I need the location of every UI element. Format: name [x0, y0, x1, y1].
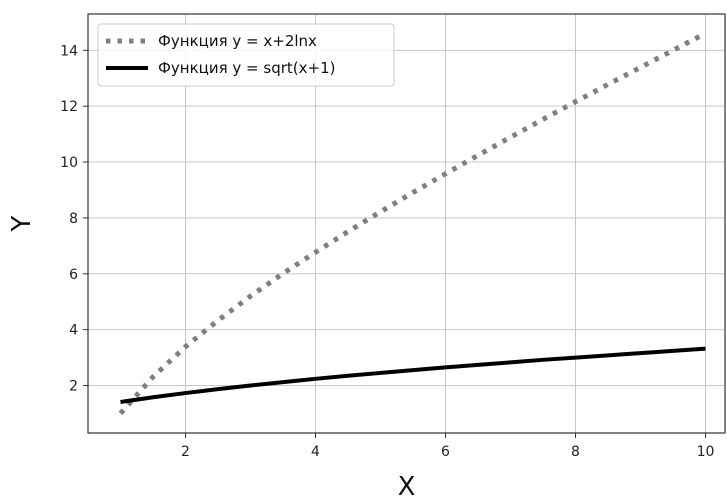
- legend-label-series-1: Функция y = sqrt(x+1): [158, 59, 335, 77]
- x-axis-label: X: [398, 472, 416, 499]
- series-layer: [118, 31, 707, 416]
- legend-box: [97, 23, 395, 87]
- y-tick-label: 8: [69, 211, 78, 227]
- y-tick-label: 12: [60, 99, 78, 115]
- x-tick-label: 4: [311, 444, 320, 460]
- y-axis-label: Y: [7, 215, 37, 232]
- series-line-0: [118, 31, 707, 416]
- x-tick-label: 6: [441, 444, 450, 460]
- y-tick-label: 14: [60, 43, 78, 59]
- plot-frame: [87, 13, 726, 434]
- y-tick-label: 6: [69, 267, 78, 283]
- y-tick-label: 4: [69, 323, 78, 339]
- series-line-1: [120, 346, 706, 404]
- x-tick-label: 2: [181, 444, 190, 460]
- tick-layer: 2 4 6 8 10 2 4 6 8 10 12 14: [60, 43, 714, 460]
- x-tick-label: 10: [697, 444, 715, 460]
- y-tick-label: 10: [60, 155, 78, 171]
- legend: Функция y = x+2lnx Функция y = sqrt(x+1): [97, 23, 395, 87]
- legend-label-series-0: Функция y = x+2lnx: [158, 32, 317, 50]
- x-tick-label: 8: [571, 444, 580, 460]
- y-tick-label: 2: [69, 379, 78, 395]
